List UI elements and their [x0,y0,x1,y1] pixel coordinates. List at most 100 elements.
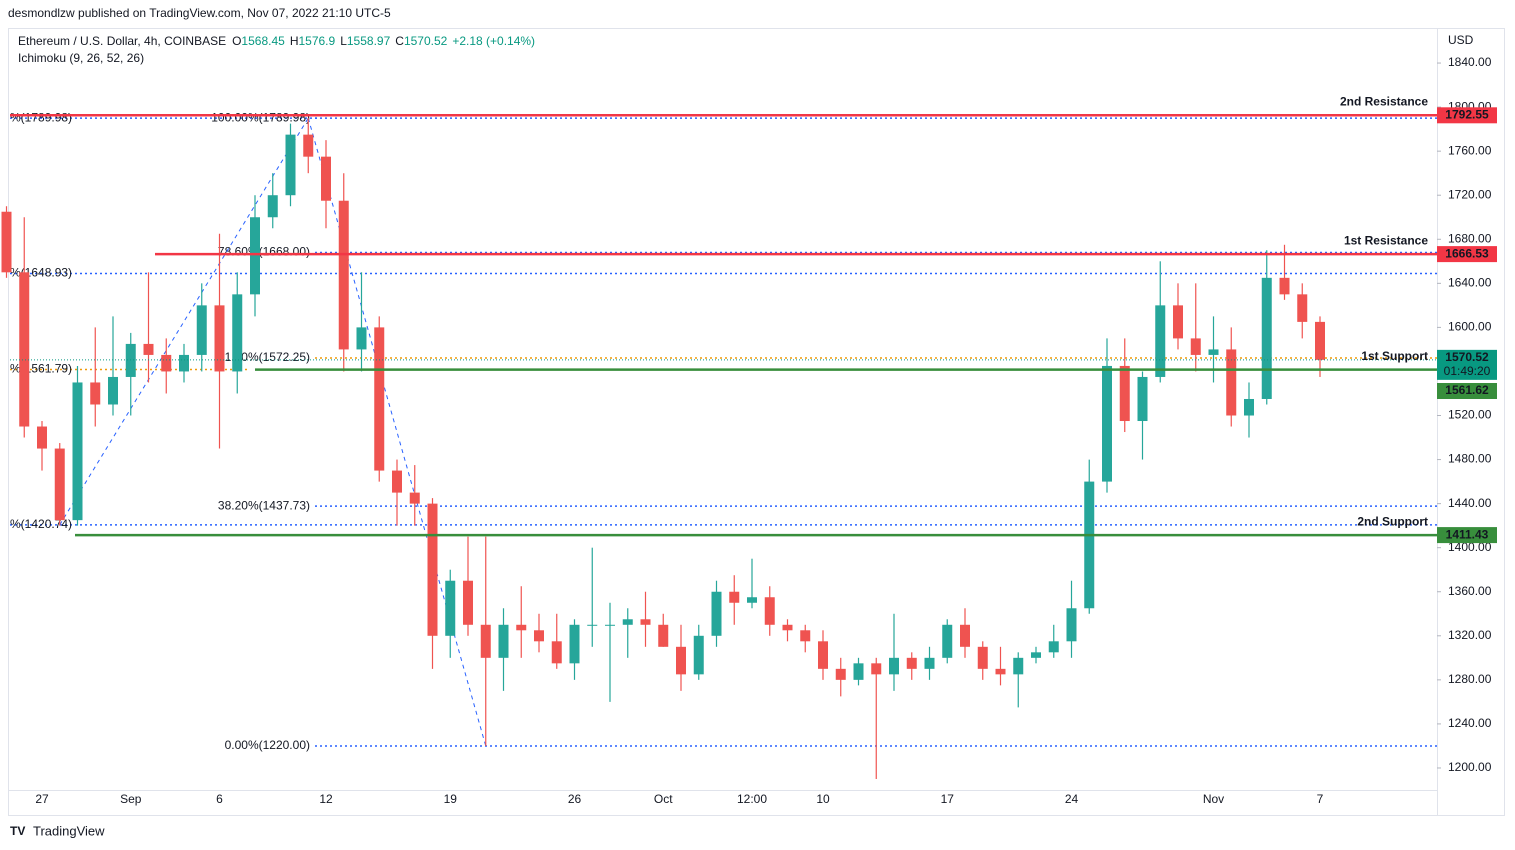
ohlc-value: 1568.45 [241,34,285,48]
candle-body [1013,657,1024,675]
change: +2.18 (+0.14%) [452,34,535,48]
candle-body [1155,305,1166,377]
candle-body [587,624,598,626]
fib-label: 100.00%(1789.98) [211,110,310,124]
candle-body [729,591,740,603]
candle-body [196,305,207,355]
y-tick-label: 1760.00 [1448,143,1492,157]
x-tick-label: 27 [35,792,49,806]
candle-body [711,591,722,636]
fib-label: 78.60%(1668.00) [218,245,310,259]
candle-body [906,657,917,669]
candle-body [427,503,438,636]
fib-label: %(1420.74) [10,517,72,531]
x-tick-label: 7 [1317,792,1324,806]
candle-body [1244,398,1254,416]
candle-body [445,580,456,636]
x-tick-label: 24 [1065,792,1079,806]
candle-body [764,597,775,625]
x-tick-label: Oct [654,792,673,806]
candle-body [321,156,331,201]
last-price-label: 1570.52 [1445,350,1489,364]
candle-body [942,624,953,658]
publisher: desmondlzw published on TradingView.com,… [8,6,391,20]
currency: USD [1448,33,1474,47]
candle-body [1137,376,1148,422]
chart-frame [8,28,1505,816]
candle-body [977,646,988,669]
ohlc-values: O1568.45 H1576.9 L1558.97 C1570.52 +2.18 (+0… [232,34,535,48]
x-tick-label: Nov [1203,792,1224,806]
level-badge-label: 1792.55 [1445,107,1489,121]
candle-body [19,272,30,427]
candle-body [835,668,846,680]
candle-body [214,305,225,372]
candle-body [285,134,296,196]
y-tick-label: 1240.00 [1448,716,1492,730]
ohlc-label: O [232,34,241,48]
x-tick-label: 17 [941,792,955,806]
candle-body [658,624,669,647]
fib-label: 0.00%(1220.00) [225,738,310,752]
candle-body [800,630,811,642]
candle-body [551,641,562,664]
y-tick-label: 1440.00 [1448,496,1492,510]
candle-body [1190,338,1201,355]
candle-body [1031,652,1041,658]
y-tick-label: 1600.00 [1448,320,1492,334]
x-tick-label: 26 [568,792,582,806]
candle-body [108,376,118,405]
ohlc-label: H [290,34,299,48]
candle-body [125,343,136,377]
candle-body [1315,321,1325,360]
candle-body [1102,365,1112,482]
candle-body [1,211,12,273]
candle-body [374,327,385,471]
x-tick-label: 12:00 [737,792,767,806]
level-badge-label: 1561.62 [1445,383,1489,397]
last-price-badge [1437,349,1497,380]
candle-body [995,668,1006,675]
candle-body [392,470,402,493]
candle-body [1173,305,1183,339]
x-tick-label: 10 [816,792,830,806]
y-tick-label: 1360.00 [1448,584,1492,598]
candle-body [569,624,580,664]
candle-body [143,343,154,355]
candle-body [747,597,757,603]
candle-body [1261,277,1272,399]
candle-body [818,641,828,669]
y-tick-label: 1400.00 [1448,540,1492,554]
candle-body [480,624,491,658]
candle-body [37,426,47,449]
candle-body [640,619,651,625]
candle-body [871,663,882,675]
candle-body [676,646,686,675]
candle-body [90,382,101,405]
level-badge [1437,527,1497,544]
candle-body [605,624,615,626]
candle-body [782,624,793,631]
level-label: 2nd Resistance [1340,94,1428,108]
ohlc-label: L [340,34,347,48]
candle-body [338,200,349,350]
candle-body [72,382,83,521]
countdown: 01:49:20 [1444,364,1491,378]
y-tick-label: 1680.00 [1448,231,1492,245]
fib-trend [307,118,487,747]
level-badge [1437,246,1497,263]
candle-body [693,635,704,675]
x-tick-label: 12 [319,792,333,806]
brand-logo: TV [10,824,25,838]
fib-label: 38.20%(1437.73) [218,498,310,512]
x-tick-label: Sep [120,792,142,806]
level-label: 1st Support [1361,349,1428,363]
candle-body [1048,641,1059,653]
x-tick-label: 19 [444,792,458,806]
candle-body [303,134,314,157]
candle-body [1084,481,1095,609]
brand: TradingView [33,823,105,838]
candle-body [1066,608,1077,642]
y-tick-label: 1280.00 [1448,672,1492,686]
